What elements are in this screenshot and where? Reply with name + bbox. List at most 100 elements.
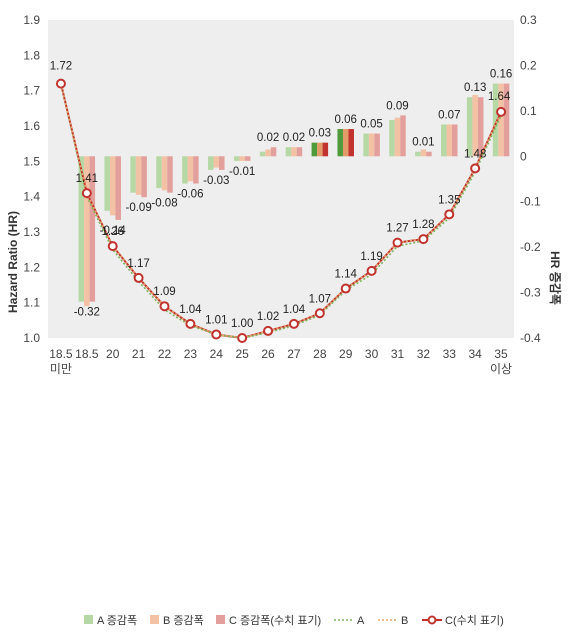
bar <box>498 83 504 157</box>
line-point <box>263 325 274 336</box>
line-label: 1.72 <box>50 61 72 73</box>
series-line <box>60 83 502 339</box>
line-label: 1.35 <box>438 194 460 206</box>
bar <box>115 156 121 220</box>
left-tick: 1.1 <box>23 296 40 310</box>
bar <box>135 156 142 195</box>
bar <box>420 149 427 157</box>
bar <box>109 156 116 216</box>
line-point <box>211 329 222 340</box>
bar <box>311 142 318 157</box>
line-data-labels: 1.721.411.261.171.091.041.01 1.001.021.04… <box>50 61 511 330</box>
left-tick: 1.7 <box>23 84 40 98</box>
legend-swatch <box>150 615 159 624</box>
bar <box>156 156 162 189</box>
bar <box>337 129 343 157</box>
bar-label: -0.14 <box>100 225 127 237</box>
line-label: 1.04 <box>283 304 306 316</box>
bar <box>219 156 225 170</box>
bar <box>348 129 354 157</box>
bar <box>141 156 147 198</box>
left-tick: 1.5 <box>23 154 40 168</box>
line-label: 1.19 <box>360 251 382 263</box>
line-point <box>444 209 455 220</box>
line-point <box>314 308 325 319</box>
bar <box>213 156 220 168</box>
bar <box>244 156 251 161</box>
bar <box>415 151 421 157</box>
bar <box>503 83 510 157</box>
line-label: 1.27 <box>386 223 408 235</box>
legend-label: A <box>357 615 365 627</box>
bar-label: -0.06 <box>177 189 203 201</box>
bar <box>466 97 473 157</box>
right-tick: -0.2 <box>520 240 541 254</box>
bar <box>317 142 323 157</box>
bar-label: 0.05 <box>360 119 382 131</box>
legend-marker <box>427 615 437 625</box>
line-label: 1.28 <box>412 219 434 231</box>
bar <box>233 156 240 161</box>
bar <box>161 156 168 191</box>
bar <box>291 147 297 157</box>
bar-label: -0.01 <box>229 166 255 178</box>
left-tick: 1.0 <box>23 331 40 345</box>
bar <box>167 156 173 193</box>
line-label: 1.14 <box>335 269 358 281</box>
line-label: 1.48 <box>464 148 486 160</box>
x-tick: 27 <box>287 347 301 361</box>
x-tick: 29 <box>339 347 353 361</box>
bar <box>452 124 458 157</box>
line-label: 1.01 <box>205 314 227 326</box>
legend-swatch <box>84 615 93 624</box>
legend: A 증감폭 B 증감폭 C 증감폭(수치 표기) A B C(수치 표기) <box>84 614 504 627</box>
line-label: 1.02 <box>257 311 279 323</box>
line-label: 1.26 <box>102 226 124 238</box>
bar-layer <box>78 83 510 307</box>
x-tick: 25 <box>235 347 249 361</box>
line-point <box>55 78 66 89</box>
left-tick: 1.8 <box>23 48 40 62</box>
bar-label: 0.13 <box>464 82 486 94</box>
bar <box>187 156 194 182</box>
x-tick: 31 <box>391 347 405 361</box>
right-tick: 0 <box>520 149 527 163</box>
left-tick: 1.2 <box>23 260 40 274</box>
x-tick: 23 <box>184 347 198 361</box>
left-tick: 1.6 <box>23 119 40 133</box>
bar <box>368 133 375 157</box>
bar <box>389 119 395 157</box>
line-label: 1.07 <box>309 293 331 305</box>
legend-label: B 증감폭 <box>163 614 204 627</box>
bar <box>239 156 245 161</box>
bar <box>426 151 432 157</box>
right-tick: 0.2 <box>520 58 537 72</box>
bar-label: -0.09 <box>126 202 152 214</box>
bar <box>472 94 478 157</box>
line-label: 1.00 <box>231 318 253 330</box>
bar <box>265 149 271 157</box>
bar <box>441 124 447 157</box>
bar-label: -0.08 <box>151 198 177 210</box>
x-tick: 28 <box>313 347 327 361</box>
legend-label: C(수치 표기) <box>445 614 504 627</box>
bar <box>446 124 453 157</box>
bar <box>259 151 266 157</box>
bar-label: 0.01 <box>412 137 434 149</box>
x-tick: 32 <box>417 347 431 361</box>
right-tick: -0.3 <box>520 286 541 300</box>
bar-label: -0.32 <box>74 307 100 319</box>
line-point <box>81 188 92 199</box>
line-label: 1.04 <box>179 304 202 316</box>
x-tick: 18.5 미만 <box>49 347 73 376</box>
line-label: 1.41 <box>76 173 98 185</box>
right-tick: 0.1 <box>520 104 537 118</box>
bar <box>492 83 499 157</box>
bar-label: 0.16 <box>490 69 512 81</box>
x-tick: 34 <box>468 347 482 361</box>
bar <box>104 156 110 211</box>
left-tick: 1.9 <box>23 13 40 27</box>
bar <box>477 97 484 157</box>
bar <box>342 129 349 157</box>
